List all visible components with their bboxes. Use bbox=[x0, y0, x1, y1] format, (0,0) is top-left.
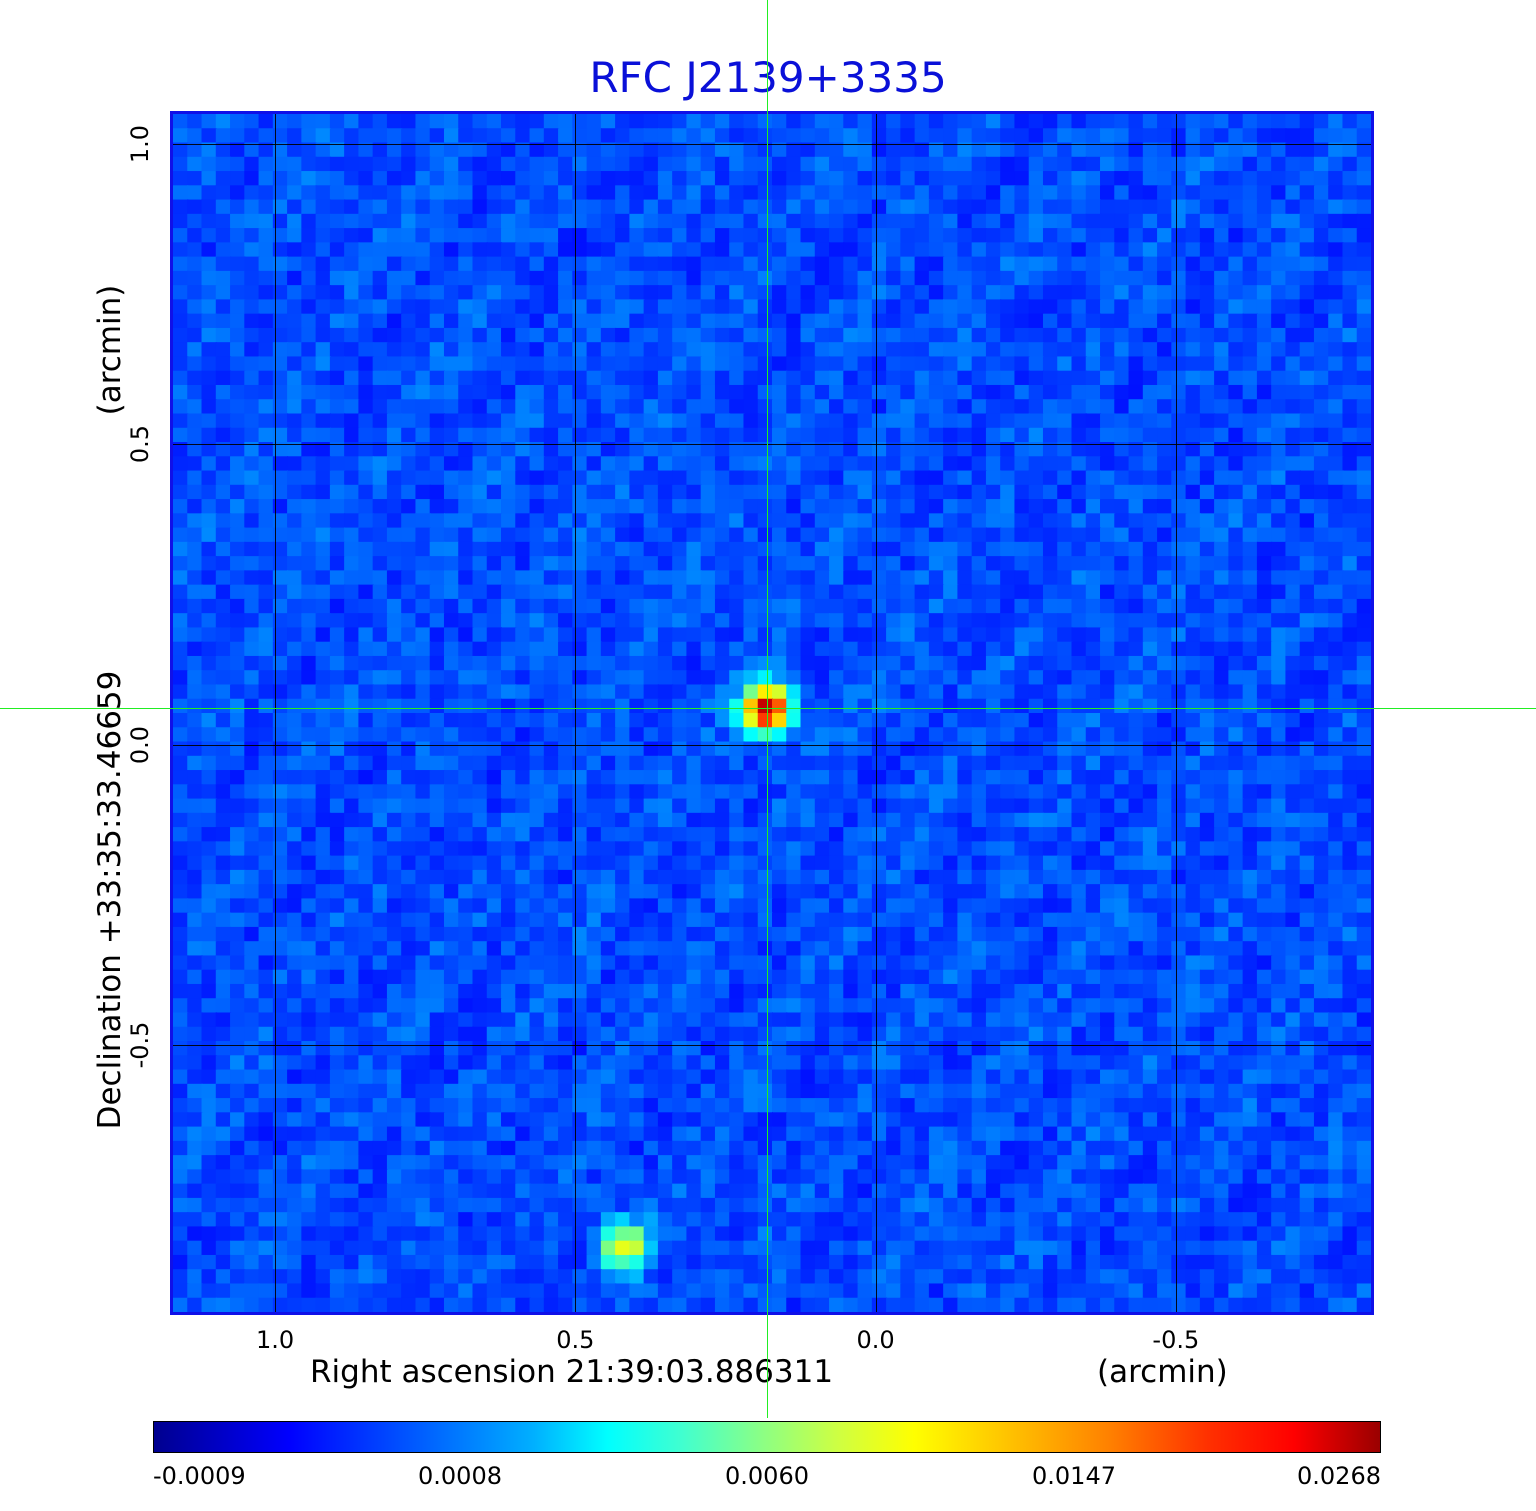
colorbar-tick-label: 0.0268 bbox=[1297, 1462, 1381, 1490]
grid-line-y bbox=[173, 144, 1371, 146]
y-tick-label: 1.0 bbox=[126, 124, 154, 164]
grid-line-y bbox=[173, 444, 1371, 446]
grid-line-x bbox=[875, 114, 877, 1312]
y-tick-label: 0.0 bbox=[126, 725, 154, 764]
colorbar bbox=[153, 1421, 1381, 1453]
x-axis-label: Right ascension 21:39:03.886311 bbox=[310, 1354, 834, 1390]
chart-title: RFC J2139+3335 bbox=[589, 53, 947, 102]
x-tick-label: 1.0 bbox=[255, 1326, 295, 1354]
grid-line-y bbox=[173, 744, 1371, 746]
x-tick-label: -0.5 bbox=[1152, 1326, 1200, 1354]
grid-line-x bbox=[275, 114, 277, 1312]
intensity-map bbox=[173, 114, 1371, 1312]
crosshair-vertical bbox=[767, 0, 768, 1418]
x-axis-unit: (arcmin) bbox=[1097, 1354, 1228, 1390]
x-tick-label: 0.0 bbox=[856, 1326, 895, 1354]
colorbar-tick-label: 0.0008 bbox=[418, 1462, 502, 1490]
colorbar-tick-label: 0.0147 bbox=[1032, 1462, 1116, 1490]
colorbar-tick-label: -0.0009 bbox=[153, 1462, 246, 1490]
y-axis-unit: (arcmin) bbox=[92, 284, 128, 416]
grid-line-y bbox=[173, 1044, 1371, 1046]
crosshair-horizontal bbox=[0, 708, 1536, 709]
grid-line-x bbox=[575, 114, 577, 1312]
sky-image[interactable] bbox=[170, 111, 1374, 1315]
y-tick-label: -0.5 bbox=[126, 1021, 154, 1069]
grid-line-x bbox=[1175, 114, 1177, 1312]
y-axis-label: Declination +33:35:33.46659 bbox=[92, 670, 128, 1130]
colorbar-tick-label: 0.0060 bbox=[725, 1462, 809, 1490]
y-tick-label: 0.5 bbox=[126, 425, 154, 464]
x-tick-label: 0.5 bbox=[556, 1326, 595, 1354]
